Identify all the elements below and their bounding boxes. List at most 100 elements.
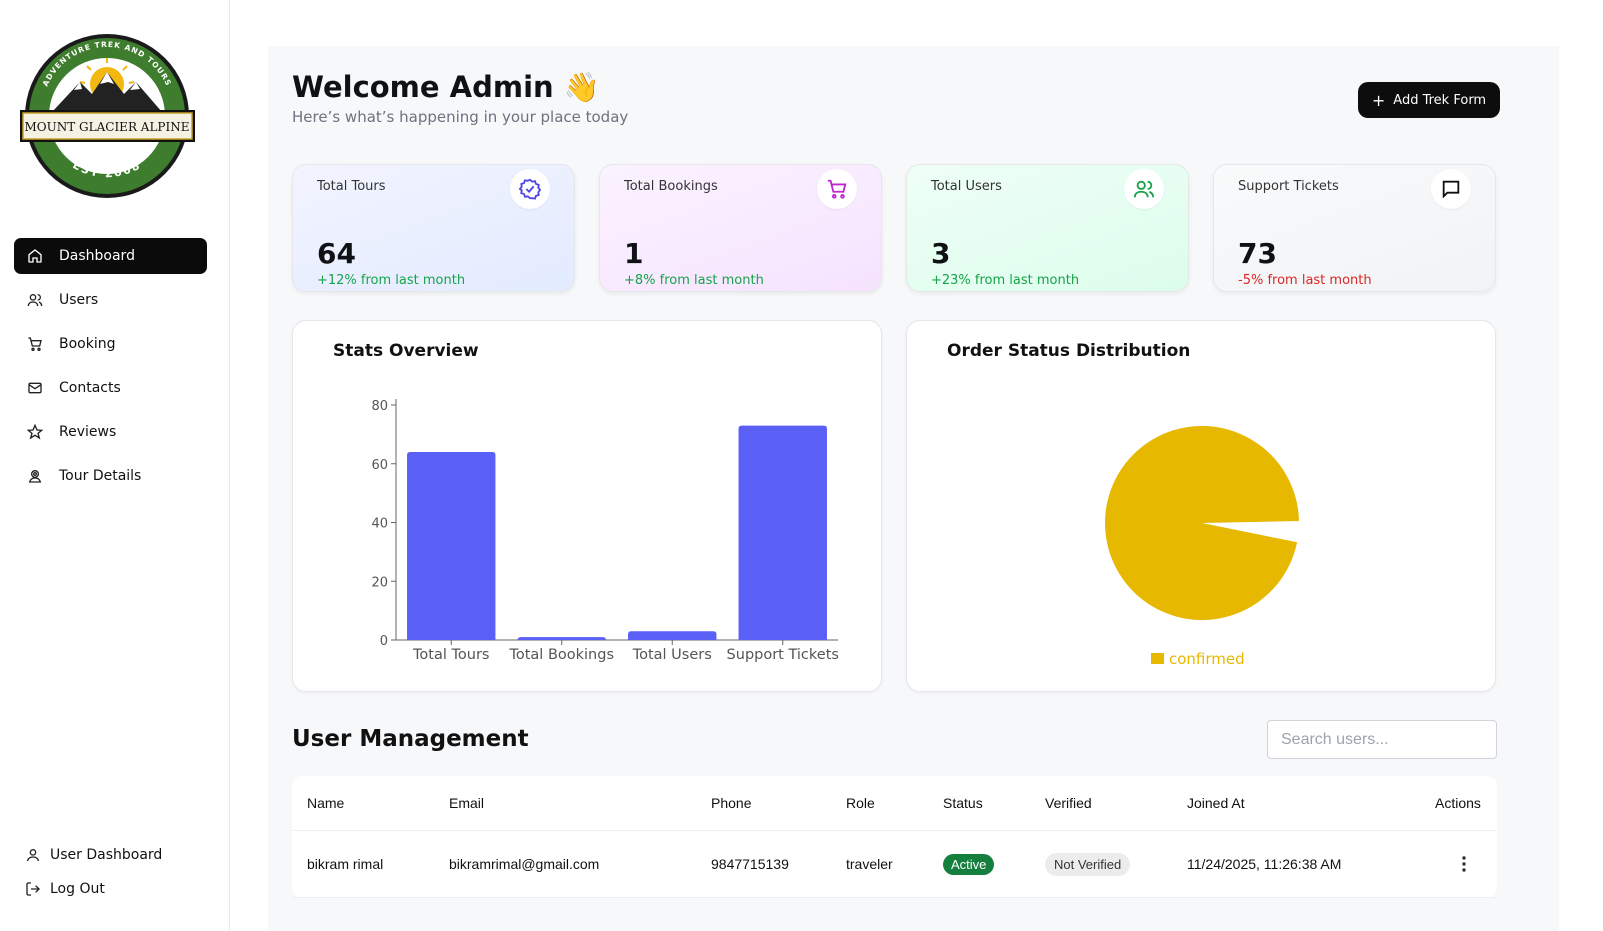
mail-icon [26, 379, 44, 397]
bar[interactable] [628, 631, 717, 640]
brand-name: MOUNT GLACIER ALPINE [24, 120, 189, 134]
legend-label: confirmed [1169, 650, 1245, 668]
stats-overview-panel: Stats Overview 0 20 40 60 80 Total Tours Total… [292, 320, 882, 692]
stat-change: +8% from last month [624, 273, 764, 288]
sidebar-nav: Dashboard Users Booking Contacts Reviews [14, 238, 207, 502]
cell-name: bikram rimal [307, 856, 384, 872]
sidebar-item-label: Users [59, 292, 99, 308]
column-header-actions: Actions [1435, 795, 1481, 811]
stat-change: +23% from last month [931, 273, 1080, 288]
add-trek-form-label: Add Trek Form [1393, 92, 1487, 108]
stat-card-total-tours: Total Tours 64 +12% from last month [292, 164, 575, 292]
verified-badge: Not Verified [1045, 852, 1131, 876]
more-vertical-icon [1462, 856, 1466, 872]
sidebar-item-dashboard[interactable]: Dashboard [14, 238, 207, 274]
page-title: Welcome Admin 👋 [292, 70, 600, 104]
user-badge-icon [26, 467, 44, 485]
home-icon [26, 247, 44, 265]
user-management-title: User Management [292, 726, 529, 752]
user-icon [24, 846, 42, 864]
sidebar-item-users[interactable]: Users [14, 282, 207, 318]
y-tick-label: 40 [371, 517, 388, 532]
sidebar-item-contacts[interactable]: Contacts [14, 370, 207, 406]
brand-tagline: DREAM · EXPLORE · TEAM [64, 148, 151, 155]
sidebar-item-label: Reviews [59, 424, 117, 440]
x-tick-label: Total Bookings [508, 647, 614, 663]
add-trek-form-button[interactable]: + Add Trek Form [1358, 82, 1500, 118]
stats-overview-chart: 0 20 40 60 80 Total Tours Total Bookings Total … [371, 399, 839, 663]
brand-logo: MOUNT GLACIER ALPINE DREAM · EXPLORE · T… [20, 34, 195, 198]
cart-icon [26, 335, 44, 353]
plus-icon: + [1371, 90, 1386, 110]
sidebar: MOUNT GLACIER ALPINE DREAM · EXPLORE · T… [0, 0, 230, 931]
y-tick-label: 0 [380, 634, 388, 649]
stat-value: 3 [931, 237, 951, 270]
sidebar-item-label: Tour Details [59, 468, 142, 484]
column-header-email[interactable]: Email [449, 795, 485, 811]
column-header-status[interactable]: Status [943, 795, 983, 811]
x-tick-label: Support Tickets [727, 647, 839, 663]
cell-email: bikramrimal@gmail.com [449, 856, 600, 872]
user-dashboard-link[interactable]: User Dashboard [24, 842, 214, 868]
sidebar-item-label: Contacts [59, 380, 121, 396]
column-header-phone[interactable]: Phone [711, 795, 752, 811]
check-badge-icon [510, 169, 550, 209]
column-header-verified[interactable]: Verified [1045, 795, 1092, 811]
x-tick-label: Total Tours [412, 647, 489, 663]
y-tick-label: 60 [371, 458, 388, 473]
bar[interactable] [517, 637, 606, 641]
bar[interactable] [738, 425, 827, 640]
stat-card-support-tickets: Support Tickets 73 -5% from last month [1213, 164, 1496, 292]
stat-label: Total Tours [317, 179, 386, 194]
page-subtitle: Here’s what’s happening in your place to… [292, 108, 629, 126]
stat-value: 73 [1238, 237, 1277, 270]
stat-change: -5% from last month [1238, 273, 1372, 288]
logout-icon [24, 880, 42, 898]
legend-swatch [1151, 653, 1164, 664]
sidebar-item-label: Dashboard [59, 248, 135, 264]
table-row: bikram rimal bikramrimal@gmail.com 98477… [292, 831, 1497, 898]
users-icon [26, 291, 44, 309]
stat-value: 64 [317, 237, 356, 270]
users-icon [1124, 169, 1164, 209]
stat-label: Total Users [931, 179, 1002, 194]
sidebar-item-booking[interactable]: Booking [14, 326, 207, 362]
status-badge: Active [943, 853, 995, 875]
stat-value: 1 [624, 237, 644, 270]
stat-change: +12% from last month [317, 273, 466, 288]
cell-verified: Not Verified [1045, 831, 1131, 897]
cart-icon [817, 169, 857, 209]
column-header-role[interactable]: Role [846, 795, 875, 811]
order-status-panel: Order Status Distribution confirmed [906, 320, 1496, 692]
cell-joined: 11/24/2025, 11:26:38 AM [1187, 856, 1342, 872]
search-input[interactable] [1267, 720, 1497, 759]
cell-status: Active [943, 831, 995, 897]
star-icon [26, 423, 44, 441]
column-header-name[interactable]: Name [307, 795, 345, 811]
y-tick-label: 80 [371, 399, 388, 414]
sidebar-item-tour-details[interactable]: Tour Details [14, 458, 207, 494]
row-actions-button[interactable] [1457, 831, 1471, 897]
stat-card-total-bookings: Total Bookings 1 +8% from last month [599, 164, 882, 292]
sidebar-item-label: Booking [59, 336, 116, 352]
sidebar-footer: User Dashboard Log Out [24, 842, 214, 910]
table-header: Name Email Phone Role Status Verified Jo… [292, 776, 1497, 831]
stat-card-total-users: Total Users 3 +23% from last month [906, 164, 1189, 292]
column-header-joined[interactable]: Joined At [1187, 795, 1245, 811]
x-tick-label: Total Users [632, 647, 712, 663]
sidebar-item-reviews[interactable]: Reviews [14, 414, 207, 450]
order-status-chart: confirmed [1105, 425, 1299, 668]
message-icon [1431, 169, 1471, 209]
users-table: Name Email Phone Role Status Verified Jo… [292, 776, 1497, 898]
panel-title: Stats Overview [333, 341, 479, 361]
pie-slice[interactable] [1105, 425, 1299, 620]
main-content: Welcome Admin 👋 Here’s what’s happening … [268, 46, 1559, 931]
cell-phone: 9847715139 [711, 856, 789, 872]
panel-title: Order Status Distribution [947, 341, 1191, 361]
stat-label: Support Tickets [1238, 179, 1339, 194]
y-tick-label: 20 [371, 575, 388, 590]
logout-label: Log Out [50, 881, 105, 897]
bar[interactable] [407, 452, 496, 640]
stat-label: Total Bookings [624, 179, 718, 194]
logout-link[interactable]: Log Out [24, 876, 214, 902]
